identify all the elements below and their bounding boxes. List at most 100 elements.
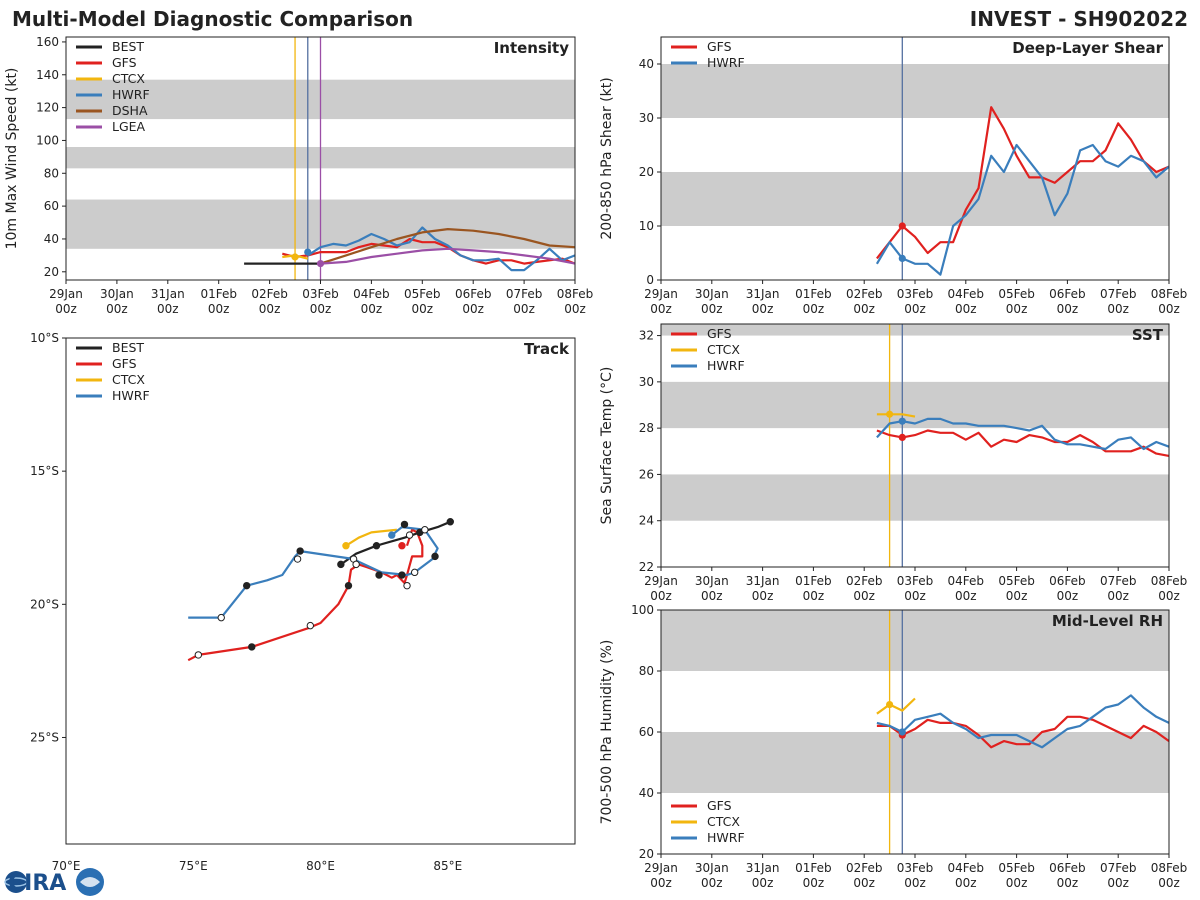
y-axis-label: Sea Surface Temp (°C) (599, 367, 615, 525)
x-tick-label-hour: 00z (803, 876, 825, 890)
x-tick-label-hour: 00z (1006, 876, 1028, 890)
track-point-7 (375, 571, 383, 579)
x-tick-label: 85°E (433, 859, 462, 873)
x-tick-label-hour: 00z (55, 302, 77, 316)
x-tick-label-hour: 00z (106, 302, 128, 316)
x-tick-label-date: 30Jan (695, 287, 729, 301)
legend-label-gfs: GFS (707, 798, 732, 813)
series-line-gfs (187, 528, 424, 662)
legend-label-gfs: GFS (707, 39, 732, 54)
x-tick-label-date: 06Feb (1049, 574, 1086, 588)
track-point-14 (410, 568, 419, 577)
data-point-hwrf (304, 248, 312, 256)
y-tick-label: 32 (639, 329, 654, 343)
x-tick-label-hour: 00z (904, 876, 926, 890)
x-tick-label-hour: 00z (701, 876, 723, 890)
y-tick-label: 120 (36, 101, 59, 115)
x-tick-label-date: 29Jan (644, 861, 678, 875)
sst-panel: 22242628303229Jan00z30Jan00z31Jan00z01Fe… (599, 323, 1188, 603)
legend-label-gfs: GFS (112, 356, 137, 371)
x-tick-label-date: 02Feb (846, 287, 883, 301)
x-tick-label-date: 02Feb (846, 574, 883, 588)
legend-label-lgea: LGEA (112, 119, 146, 134)
data-point-gfs (898, 433, 906, 441)
y-tick-label: 100 (631, 603, 654, 617)
y-tick-label: 10 (639, 219, 654, 233)
x-tick-label-date: 04Feb (948, 861, 985, 875)
y-tick-label: 60 (639, 725, 654, 739)
x-tick-label-hour: 00z (955, 876, 977, 890)
x-tick-label-hour: 00z (803, 589, 825, 603)
y-tick-label: 20 (639, 847, 654, 861)
legend-label-gfs: GFS (112, 55, 137, 70)
shading-band-0 (661, 732, 1169, 793)
x-tick-label-hour: 00z (412, 302, 434, 316)
x-tick-label-hour: 00z (1057, 876, 1079, 890)
legend-label-hwrf: HWRF (707, 830, 745, 845)
y-tick-label: 60 (44, 199, 59, 213)
track-point-19 (217, 613, 225, 622)
x-tick-label-date: 29Jan (49, 287, 83, 301)
x-tick-label-date: 06Feb (1049, 861, 1086, 875)
x-tick-label-hour: 00z (1107, 302, 1129, 316)
x-tick-label-date: 02Feb (846, 861, 883, 875)
shear-panel: 01020304029Jan00z30Jan00z31Jan00z01Feb00… (599, 36, 1187, 316)
x-tick-label-hour: 00z (752, 876, 774, 890)
track-point-10 (242, 581, 251, 590)
x-tick-label-hour: 00z (1006, 589, 1028, 603)
shading-band-2 (661, 324, 1169, 336)
track-panel: 10°S 15°S 20°S 25°S 70°E 75°E 80°E 85°E Track BES… (30, 331, 576, 873)
track-point-12 (421, 526, 429, 534)
series-line-ctcx (345, 528, 398, 547)
y-tick-label: 40 (44, 232, 59, 246)
data-point-gfs (898, 222, 906, 230)
legend-label-ctcx: CTCX (707, 342, 740, 357)
x-tick-label-date: 08Feb (1151, 861, 1188, 875)
x-tick-label-date: 01Feb (200, 287, 237, 301)
series-line-hwrf (307, 226, 576, 272)
track-point-3 (337, 560, 345, 569)
cira-logo: CIRA (4, 868, 104, 896)
x-tick-label-hour: 00z (701, 589, 723, 603)
series-line-gfs (876, 106, 1170, 260)
x-tick-label-hour: 00z (752, 589, 774, 603)
x-tick-label-hour: 00z (1158, 589, 1180, 603)
x-tick-label-hour: 00z (513, 302, 535, 316)
x-tick-label-date: 31Jan (746, 574, 780, 588)
y-axis-label: 10m Max Wind Speed (kt) (4, 68, 20, 250)
x-tick-label-hour: 00z (1006, 302, 1028, 316)
series-line-gfs (876, 429, 1170, 457)
track-point-13 (405, 531, 414, 539)
track-point-5 (431, 552, 439, 561)
x-tick-label-date: 03Feb (897, 574, 934, 588)
panel-title: SST (1132, 326, 1164, 344)
x-tick-label-date: 08Feb (1151, 574, 1188, 588)
intensity-panel: 2040608010012014016029Jan00z30Jan00z31Ja… (4, 35, 593, 316)
x-tick-label-date: 31Jan (746, 861, 780, 875)
y-tick-label: 40 (639, 57, 654, 71)
x-tick-label-hour: 00z (208, 302, 230, 316)
y-tick-label: 25°S (30, 730, 59, 744)
x-tick-label: 80°E (306, 859, 335, 873)
y-tick-label: 140 (36, 68, 59, 82)
x-tick-label-hour: 00z (1158, 876, 1180, 890)
y-tick-label: 24 (639, 514, 654, 528)
rh-panel: 2040608010029Jan00z30Jan00z31Jan00z01Feb… (599, 603, 1187, 890)
x-tick-label-date: 01Feb (795, 287, 832, 301)
x-tick-label-date: 30Jan (100, 287, 134, 301)
x-tick-label-date: 04Feb (948, 287, 985, 301)
series-line-ctcx (876, 413, 916, 418)
track-point-17 (352, 560, 360, 569)
data-point-hwrf (898, 417, 906, 425)
x-tick-label-date: 30Jan (695, 574, 729, 588)
track-point-23 (342, 542, 350, 550)
x-tick-label-hour: 00z (955, 302, 977, 316)
y-tick-label: 160 (36, 35, 59, 49)
x-tick-label-date: 29Jan (644, 574, 678, 588)
shading-band-0 (661, 172, 1169, 226)
y-tick-label: 26 (639, 467, 654, 481)
x-tick-label-hour: 00z (803, 302, 825, 316)
x-tick-label-hour: 00z (853, 876, 875, 890)
data-point-ctcx (886, 410, 894, 418)
